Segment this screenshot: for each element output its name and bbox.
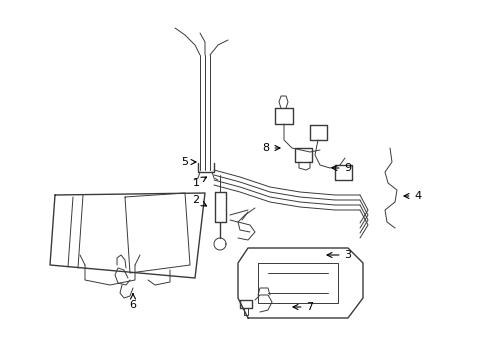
Text: 8: 8 xyxy=(262,143,280,153)
Text: 5: 5 xyxy=(181,157,196,167)
Text: 2: 2 xyxy=(192,195,206,206)
Text: 6: 6 xyxy=(129,294,136,310)
Text: 1: 1 xyxy=(192,177,206,188)
Text: 4: 4 xyxy=(403,191,421,201)
Text: 3: 3 xyxy=(326,250,351,260)
Text: 9: 9 xyxy=(331,163,351,173)
Text: 7: 7 xyxy=(292,302,313,312)
